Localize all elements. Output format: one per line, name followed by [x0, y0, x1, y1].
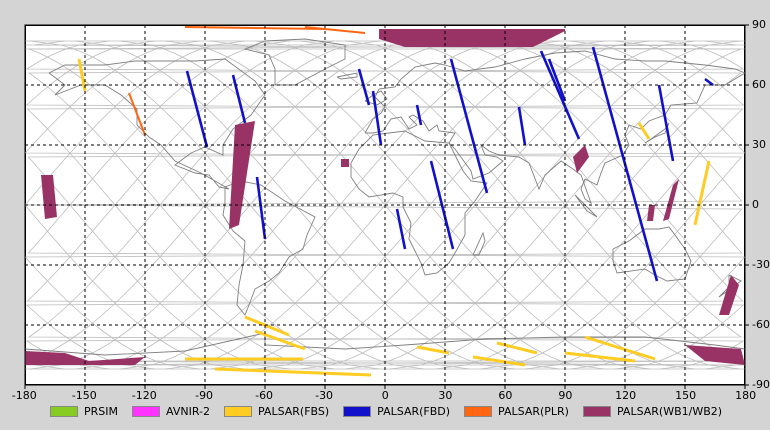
- coastline: [350, 130, 488, 276]
- x-tick-label: -30: [315, 389, 334, 402]
- orbit-track: [25, 40, 743, 370]
- swath-palsar-fbd: [231, 74, 247, 124]
- y-tick-label: -30: [752, 258, 770, 271]
- legend-label: AVNIR-2: [166, 404, 210, 418]
- legend-item: PALSAR(FBD): [343, 405, 450, 418]
- y-tick-label: -90: [752, 378, 770, 391]
- x-tick-label: 180: [735, 389, 757, 402]
- swath-palsar-fbs: [496, 341, 538, 355]
- swath-palsar-fbs: [564, 351, 636, 363]
- legend-swatch: [50, 405, 78, 417]
- coastline: [222, 180, 316, 316]
- swath-palsar-plr: [184, 26, 326, 30]
- swath-palsar-wb: [25, 351, 145, 365]
- swath-palsar-fbd: [657, 84, 675, 162]
- legend-swatch: [223, 405, 252, 417]
- swath-palsar-fbs: [254, 329, 306, 351]
- x-tick-label: 150: [675, 389, 697, 402]
- legend-swatch: [582, 405, 611, 417]
- swath-palsar-fbd: [185, 70, 209, 148]
- y-tick-label: 0: [752, 198, 759, 211]
- x-tick-label: -150: [71, 389, 97, 402]
- swath-palsar-wb: [663, 179, 679, 221]
- swath-palsar-plr: [128, 92, 146, 136]
- swath-palsar-wb: [719, 275, 739, 315]
- swath-palsar-wb: [229, 121, 255, 229]
- x-tick-label: -180: [11, 389, 37, 402]
- swath-palsar-fbd: [415, 104, 423, 126]
- coastline: [574, 194, 598, 218]
- swath-palsar-fbs: [693, 160, 711, 226]
- legend-swatch: [132, 405, 160, 417]
- swath-palsar-fbs: [77, 58, 87, 92]
- x-tick-label: 30: [438, 389, 453, 402]
- coastline: [336, 72, 358, 80]
- x-tick-label: -120: [131, 389, 157, 402]
- coastline: [48, 58, 266, 190]
- coastline: [364, 50, 747, 205]
- swath-palsar-wb: [685, 345, 745, 365]
- x-tick-label: 0: [381, 389, 389, 402]
- swath-palsar-fbd: [395, 208, 407, 250]
- coastline: [644, 122, 670, 144]
- legend-item: PALSAR(WB1/WB2): [582, 404, 723, 418]
- swath-palsar-fbd: [449, 58, 489, 194]
- coastline: [472, 231, 486, 256]
- x-tick-label: 60: [498, 389, 513, 402]
- x-tick-label: 90: [558, 389, 573, 402]
- legend-item: PALSAR(FBS): [223, 404, 330, 418]
- legend-swatch: [464, 405, 493, 417]
- swath-palsar-wb: [379, 29, 565, 47]
- swath-palsar-fbd: [371, 90, 383, 146]
- swath-palsar-fbs: [637, 122, 651, 140]
- swath-palsar-fbs: [472, 355, 526, 367]
- x-tick-label: -60: [255, 389, 274, 402]
- swath-palsar-fbs: [584, 335, 656, 361]
- orbit-track: [25, 40, 743, 370]
- coastline: [612, 226, 692, 282]
- swath-palsar-fbs: [214, 367, 372, 377]
- y-tick-label: 60: [752, 78, 766, 91]
- swath-palsar-fbd: [255, 176, 267, 240]
- coastline: [24, 332, 746, 356]
- swath-palsar-fbd: [517, 106, 527, 146]
- y-tick-label: -60: [752, 318, 770, 331]
- legend-item: PALSAR(PLR): [464, 405, 569, 418]
- legend-label: PALSAR(FBS): [257, 404, 330, 418]
- legend-item: PRSIM: [50, 405, 118, 418]
- swath-palsar-wb: [341, 159, 349, 167]
- orbit-track: [25, 40, 743, 370]
- swath-palsar-fbd: [357, 68, 371, 106]
- x-tick-label: 120: [615, 389, 637, 402]
- orbit-track: [25, 40, 743, 370]
- swath-palsar-wb: [41, 175, 57, 219]
- swath-palsar-fbd: [704, 77, 714, 87]
- legend-label: PALSAR(PLR): [498, 404, 569, 418]
- legend-item: AVNIR-2: [132, 405, 210, 418]
- swath-palsar-fbd: [539, 50, 581, 140]
- coastline: [243, 38, 346, 86]
- legend-label: PRSIM: [84, 404, 118, 418]
- x-tick-label: -90: [195, 389, 214, 402]
- legend-swatch: [343, 405, 372, 417]
- swath-palsar-plr: [304, 26, 366, 34]
- swath-palsar-fbs: [244, 315, 290, 337]
- swath-palsar-fbs: [416, 345, 450, 355]
- swath-palsar-fbd: [547, 58, 567, 102]
- legend-label: PALSAR(WB1/WB2): [616, 404, 723, 418]
- y-tick-label: 90: [752, 18, 766, 31]
- swath-palsar-wb: [647, 205, 655, 221]
- legend-label: PALSAR(FBD): [377, 404, 451, 418]
- y-tick-label: 30: [752, 138, 766, 151]
- swath-palsar-wb: [573, 145, 589, 173]
- legend: PRSIM AVNIR-2 PALSAR(FBS) PALSAR(FBD) PALSAR…: [50, 404, 736, 418]
